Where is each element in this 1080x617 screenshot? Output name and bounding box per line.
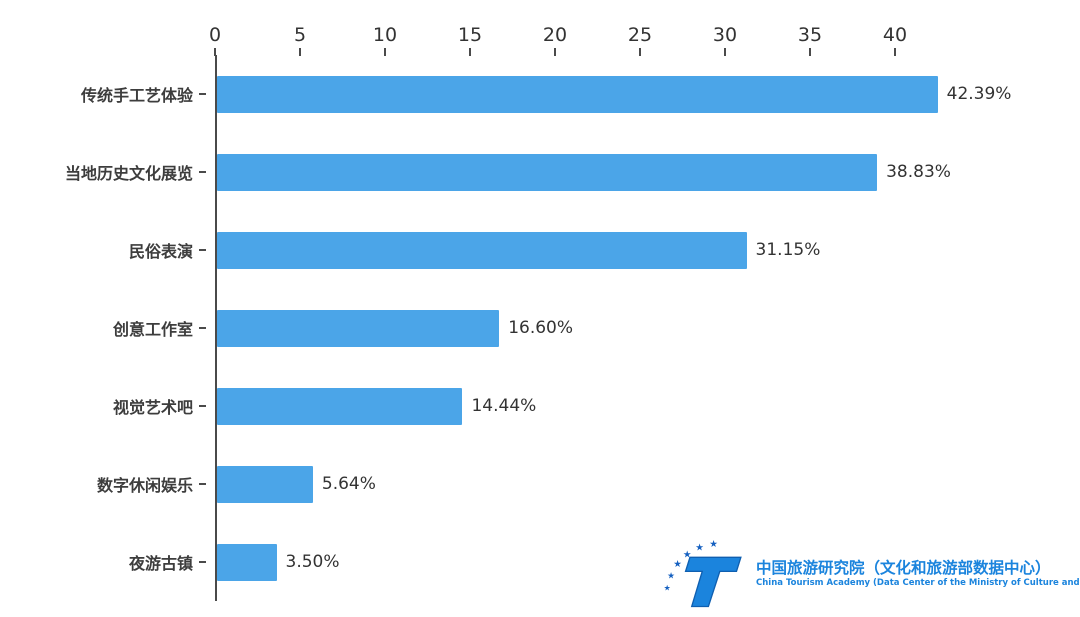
bar [217,153,878,191]
chart-row: 视觉艺术吧 14.44% [0,367,1080,445]
value-label: 31.15% [755,240,821,260]
x-tick-mark [214,48,216,56]
value-label: 16.60% [508,318,574,338]
svg-text:★: ★ [673,559,682,570]
x-tick-label: 0 [208,24,222,46]
chart-row: 传统手工艺体验 42.39% [0,55,1080,133]
category-label: 夜游古镇 [128,554,193,573]
svg-text:★: ★ [664,584,671,593]
logo-title: 中国旅游研究院（文化和旅游部数据中心） [756,558,1051,577]
y-tick-mark [199,249,206,251]
x-tick-label: 30 [712,24,738,46]
x-tick-mark [299,48,301,56]
chart-row: 创意工作室 16.60% [0,289,1080,367]
category-label: 民俗表演 [128,242,193,261]
x-tick-mark [469,48,471,56]
category-label: 数字休闲娱乐 [96,476,193,495]
china-tourism-academy-logo-icon: ★ ★ ★ ★ ★ ★ [664,539,742,608]
bar [217,309,500,347]
y-axis-line [215,55,217,601]
chart-row: 数字休闲娱乐 5.64% [0,445,1080,523]
x-tick-label: 10 [372,24,398,46]
y-tick-mark [199,561,206,563]
y-tick-mark [199,93,206,95]
category-label: 当地历史文化展览 [64,164,193,183]
logo-text: 中国旅游研究院（文化和旅游部数据中心） China Tourism Academ… [756,558,1080,590]
bar [217,387,463,425]
x-tick-mark [724,48,726,56]
value-label: 3.50% [285,552,340,572]
category-label: 视觉艺术吧 [112,398,193,417]
x-tick-mark [384,48,386,56]
x-tick-label: 20 [542,24,568,46]
bar [217,465,313,503]
logo-subtitle: China Tourism Academy (Data Center of th… [756,578,1080,589]
value-label: 14.44% [471,396,537,416]
bar [217,231,747,269]
x-tick-label: 15 [457,24,483,46]
bar [217,543,277,581]
x-tick-mark [554,48,556,56]
y-tick-mark [199,405,206,407]
plot-area: 传统手工艺体验 42.39% 当地历史文化展览 38.83% 民俗表演 31.15% 创意工… [0,55,1080,601]
chart-row: 夜游古镇 3.50% [0,523,1080,601]
value-label: 5.64% [321,474,376,494]
y-tick-mark [199,483,206,485]
x-tick-label: 25 [627,24,653,46]
logo: ★ ★ ★ ★ ★ ★ 中国旅游研究院（文化和旅游部数据中心） China To… [660,538,1080,610]
category-label: 传统手工艺体验 [80,86,193,105]
chart-row: 当地历史文化展览 38.83% [0,133,1080,211]
x-tick-mark [809,48,811,56]
svg-text:★: ★ [709,539,718,550]
svg-text:★: ★ [667,571,675,581]
bar [217,75,938,113]
value-label: 42.39% [946,84,1012,104]
chart-row: 民俗表演 31.15% [0,211,1080,289]
x-tick-label: 40 [882,24,908,46]
x-tick-mark [894,48,896,56]
x-tick-mark [639,48,641,56]
x-axis: 0 5 10 15 20 25 30 35 40 [0,0,1080,56]
y-tick-mark [199,327,206,329]
y-tick-mark [199,171,206,173]
x-tick-label: 5 [293,24,307,46]
value-label: 38.83% [886,162,951,182]
svg-text:★: ★ [695,542,704,553]
x-tick-label: 35 [797,24,823,46]
category-label: 创意工作室 [112,320,193,339]
svg-text:★: ★ [683,549,692,560]
